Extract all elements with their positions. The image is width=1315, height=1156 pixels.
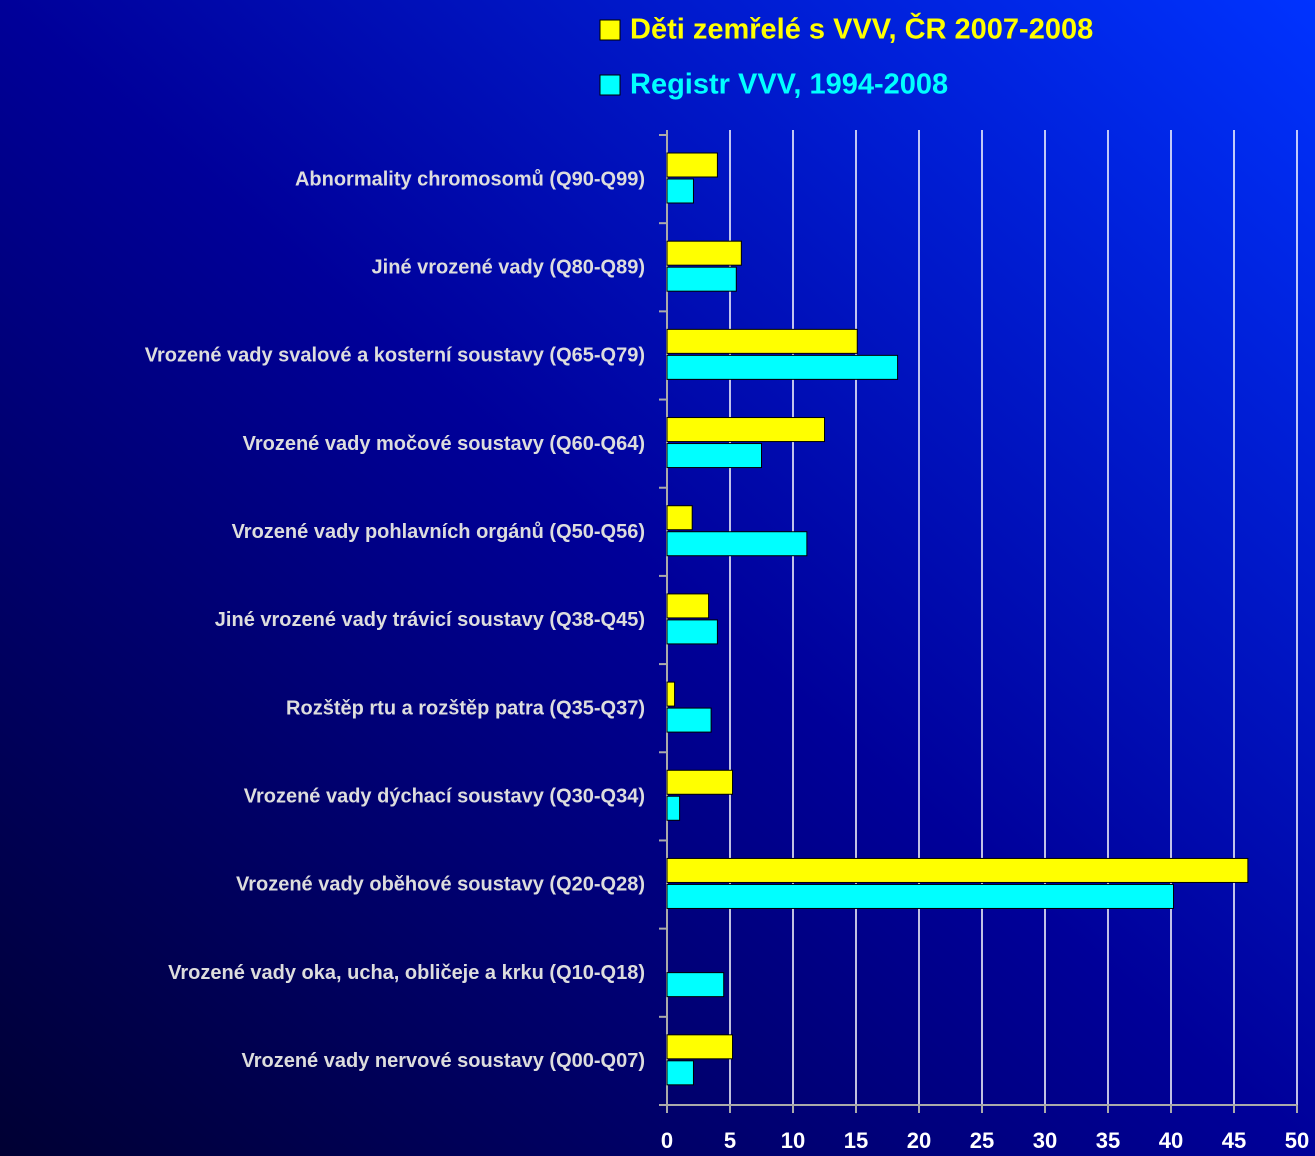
bar [666,593,710,619]
bar [666,240,742,266]
bar [666,417,825,443]
y-tick-label: Vrozené vady oběhové soustavy (Q20-Q28) [236,874,645,896]
bar [666,328,858,354]
bar [666,266,737,292]
bar [666,883,1175,909]
bar [666,531,808,557]
x-tick-label: 5 [724,1128,736,1153]
y-tick-label: Vrozené vady nervové soustavy (Q00-Q07) [241,1050,645,1072]
y-tick-label: Jiné vrozené vady trávicí soustavy (Q38-… [215,609,645,631]
bar [666,1034,734,1060]
bar [666,443,762,469]
bar [666,707,712,733]
x-tick-label: 35 [1096,1128,1120,1153]
bar [666,354,899,380]
bar [666,178,694,204]
legend-swatch [599,19,621,41]
legend-label: Děti zemřelé s VVV, ČR 2007-2008 [630,12,1093,46]
bar [666,972,725,998]
x-tick-label: 10 [781,1128,805,1153]
x-tick-label: 50 [1285,1128,1309,1153]
y-tick-label: Vrozené vady močové soustavy (Q60-Q64) [243,433,645,455]
y-tick-label: Vrozené vady svalové a kosterní soustavy… [145,345,645,367]
bar [666,681,676,707]
y-tick-label: Vrozené vady pohlavních orgánů (Q50-Q56) [232,521,645,543]
legend-label: Registr VVV, 1994-2008 [630,69,948,101]
bar [666,795,681,821]
y-tick-label: Abnormality chromosomů (Q90-Q99) [295,168,645,190]
y-tick-label: Rozštěp rtu a rozštěp patra (Q35-Q37) [286,697,645,719]
bar [666,769,734,795]
bar [666,505,693,531]
x-tick-label: 30 [1033,1128,1057,1153]
bar [666,152,718,178]
x-tick-label: 0 [661,1128,673,1153]
y-tick-label: Jiné vrozené vady (Q80-Q89) [372,256,645,278]
y-tick-label: Vrozené vady oka, ucha, obličeje a krku … [168,962,645,984]
x-tick-label: 25 [970,1128,994,1153]
x-tick-label: 40 [1159,1128,1183,1153]
y-tick-label: Vrozené vady dýchací soustavy (Q30-Q34) [244,786,645,808]
x-tick-label: 15 [844,1128,868,1153]
bar [666,619,718,645]
legend-swatch [599,74,621,96]
x-tick-label: 20 [907,1128,931,1153]
x-tick-label: 45 [1222,1128,1246,1153]
bar [666,857,1249,883]
bar [666,1060,694,1086]
